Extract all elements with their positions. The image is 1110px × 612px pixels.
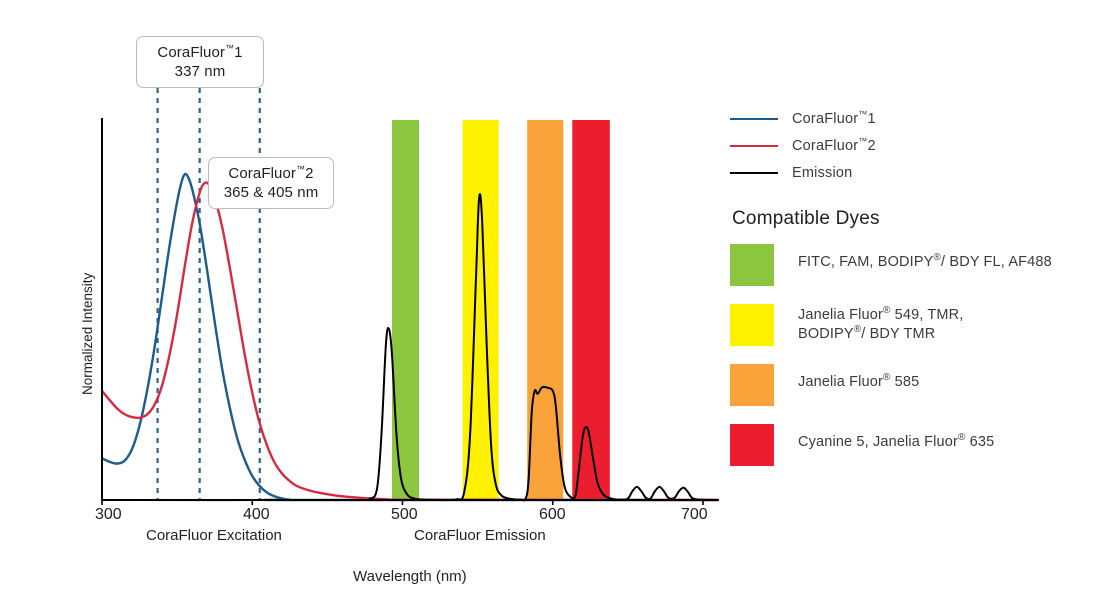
dye-green-swatch: [730, 244, 774, 286]
xtick-500: 500: [391, 506, 418, 523]
dye-red-label: Cyanine 5, Janelia Fluor® 635: [798, 424, 994, 452]
dye-text: BODIPY: [798, 326, 854, 342]
legend-text-suffix: 1: [867, 110, 876, 127]
registered-icon: ®: [882, 305, 891, 317]
legend-and-dyes-panel: CoraFluor™1 CoraFluor™2 Emission Compatibl…: [730, 105, 1100, 484]
xtick-600: 600: [539, 506, 566, 523]
dye-orange-label: Janelia Fluor® 585: [798, 364, 919, 392]
legend-text: Emission: [792, 164, 853, 181]
emission-section-label: CoraFluor Emission: [414, 527, 546, 544]
trademark-icon: ™: [858, 108, 868, 119]
dye-orange-row[interactable]: Janelia Fluor® 585: [730, 364, 1100, 406]
dye-text-suffix: / BDY TMR: [861, 326, 936, 342]
x-axis-label: Wavelength (nm): [353, 568, 467, 585]
spectra-curves-layer: [100, 172, 720, 502]
dye-yellow-label: Janelia Fluor® 549, TMR, BODIPY®/ BDY TMR: [798, 304, 963, 344]
dye-green-row[interactable]: FITC, FAM, BODIPY®/ BDY FL, AF488: [730, 244, 1100, 286]
dye-text-suffix: 635: [965, 434, 995, 450]
trademark-icon: ™: [858, 135, 868, 146]
xtick-400: 400: [243, 506, 270, 523]
corafluor1-callout-line2: 337 nm: [174, 63, 226, 80]
dye-label-line: Janelia Fluor® 549, TMR,: [798, 306, 963, 325]
trademark-icon: ™: [296, 164, 306, 174]
excitation-section-label: CoraFluor Excitation: [146, 527, 282, 544]
legend-emission-swatch: [730, 171, 778, 174]
registered-icon: ®: [957, 432, 966, 444]
legend-corafluor1[interactable]: CoraFluor™1: [730, 105, 1100, 132]
dye-label-line: BODIPY®/ BDY TMR: [798, 325, 963, 344]
orange-band: [527, 120, 564, 500]
dye-text: Cyanine 5, Janelia Fluor: [798, 434, 958, 450]
corafluor2-index: 2: [305, 165, 314, 182]
corafluor1-index: 1: [234, 44, 243, 61]
corafluor1-callout-line1: CoraFluor™1: [157, 43, 242, 62]
xtick-700: 700: [681, 506, 708, 523]
legend-emission-label: Emission: [792, 165, 852, 181]
dye-text: Janelia Fluor: [798, 374, 883, 390]
legend-text-suffix: 2: [867, 137, 876, 154]
registered-icon: ®: [933, 252, 942, 264]
dye-text-suffix: 549, TMR,: [890, 307, 964, 323]
curve-excitation-CoraFluor1: [100, 172, 720, 502]
legend-emission[interactable]: Emission: [730, 159, 1100, 186]
legend-corafluor2-label: CoraFluor™2: [792, 135, 876, 154]
legend-corafluor2[interactable]: CoraFluor™2: [730, 132, 1100, 159]
curve-emission-Emission: [101, 193, 719, 502]
corafluor2-name: CoraFluor: [228, 165, 297, 182]
corafluor2-callout-line2: 365 & 405 nm: [223, 184, 319, 201]
registered-icon: ®: [882, 372, 891, 384]
dye-text-suffix: 585: [890, 374, 920, 390]
dye-text-suffix: / BDY FL, AF488: [941, 254, 1052, 270]
dye-text: Janelia Fluor: [798, 307, 883, 323]
xtick-300: 300: [95, 506, 122, 523]
corafluor2-callout: CoraFluor™2 365 & 405 nm: [208, 157, 334, 209]
dye-yellow-row[interactable]: Janelia Fluor® 549, TMR, BODIPY®/ BDY TMR: [730, 304, 1100, 346]
plot-axes-layer: [101, 118, 718, 505]
dye-label-line: FITC, FAM, BODIPY®/ BDY FL, AF488: [798, 253, 1052, 272]
dye-label-line: Cyanine 5, Janelia Fluor® 635: [798, 433, 994, 452]
corafluor2-callout-line1: CoraFluor™2: [228, 164, 313, 183]
trademark-icon: ™: [225, 43, 235, 53]
dye-red-swatch: [730, 424, 774, 466]
emission-bands-layer: [391, 120, 610, 500]
red-band: [572, 120, 610, 500]
legend-corafluor1-label: CoraFluor™1: [792, 108, 876, 127]
dye-yellow-swatch: [730, 304, 774, 346]
registered-icon: ®: [853, 324, 862, 336]
series-legend: CoraFluor™1 CoraFluor™2 Emission: [730, 105, 1100, 186]
dye-green-label: FITC, FAM, BODIPY®/ BDY FL, AF488: [798, 244, 1052, 272]
legend-text: CoraFluor: [792, 137, 859, 154]
dye-orange-swatch: [730, 364, 774, 406]
green-band: [391, 120, 420, 500]
corafluor1-callout: CoraFluor™1 337 nm: [136, 36, 264, 88]
dye-text: FITC, FAM, BODIPY: [798, 254, 934, 270]
y-axis-label: Normalized Intensity: [80, 272, 95, 395]
compatible-dyes-list: FITC, FAM, BODIPY®/ BDY FL, AF488 Janelia…: [730, 244, 1100, 466]
compatible-dyes-title: Compatible Dyes: [732, 208, 880, 229]
legend-text: CoraFluor: [792, 110, 859, 127]
dye-red-row[interactable]: Cyanine 5, Janelia Fluor® 635: [730, 424, 1100, 466]
curve-excitation-CoraFluor2: [100, 181, 720, 502]
excitation-marker-lines-layer: [156, 88, 261, 500]
legend-corafluor2-swatch: [730, 144, 778, 147]
yellow-band: [462, 120, 499, 500]
corafluor1-name: CoraFluor: [157, 44, 226, 61]
dye-label-line: Janelia Fluor® 585: [798, 373, 919, 392]
legend-corafluor1-swatch: [730, 117, 778, 120]
